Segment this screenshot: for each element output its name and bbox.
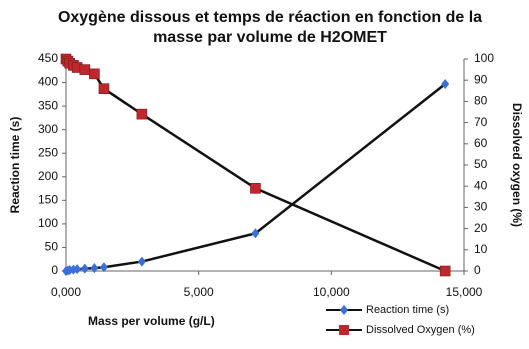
data-point (99, 262, 108, 273)
y2-tick-label: 0 (474, 263, 481, 277)
data-point (137, 256, 146, 267)
y-tick-label: 300 (38, 122, 58, 136)
data-point (136, 108, 148, 120)
y-tick-label: 200 (38, 169, 58, 183)
data-point (79, 64, 91, 75)
series-line (65, 82, 446, 273)
data-point (80, 263, 89, 274)
y-tick-label: 0 (51, 263, 58, 277)
chart-title: Oxygène dissous et temps de réaction en … (58, 9, 482, 46)
legend-marker (339, 325, 349, 335)
x-tick-label: 15,000 (446, 285, 483, 299)
x-tick-label: 5,000 (184, 285, 214, 299)
y-tick-label: 450 (38, 51, 58, 65)
data-point (439, 265, 451, 277)
data-point (441, 78, 450, 89)
data-point (89, 68, 100, 80)
y2-tick-label: 80 (474, 94, 488, 108)
y-tick-label: 150 (38, 193, 58, 207)
legend-label: Dissolved Oxygen (%) (366, 324, 475, 336)
data-point (98, 83, 110, 94)
y-tick-label: 250 (38, 145, 58, 159)
x-tick-label: 0,000 (51, 285, 81, 299)
legend-label: Reaction time (s) (366, 304, 449, 316)
y2-tick-label: 30 (474, 200, 488, 214)
y-tick-label: 50 (45, 240, 59, 254)
series-line (65, 58, 446, 273)
y-axis-title: Reaction time (s) (8, 117, 22, 214)
data-point (250, 183, 261, 194)
data-point (90, 263, 99, 274)
legend-marker (340, 305, 348, 315)
data-point (251, 228, 260, 239)
y2-tick-label: 90 (474, 72, 488, 86)
data-point (73, 264, 82, 275)
y2-tick-label: 100 (474, 51, 494, 65)
y2-tick-label: 50 (474, 157, 488, 171)
x-axis-title: Mass per volume (g/L) (88, 314, 215, 328)
y2-tick-label: 60 (474, 136, 488, 150)
y-tick-label: 100 (38, 216, 58, 230)
y2-axis-title: Dissolved oxygen (%) (510, 103, 524, 227)
y-tick-label: 350 (38, 98, 58, 112)
y2-tick-label: 10 (474, 242, 488, 256)
y2-tick-label: 70 (474, 115, 488, 129)
y2-tick-label: 40 (474, 178, 488, 192)
y2-tick-label: 20 (474, 221, 488, 235)
y-tick-label: 400 (38, 75, 58, 89)
x-tick-label: 10,000 (313, 285, 350, 299)
